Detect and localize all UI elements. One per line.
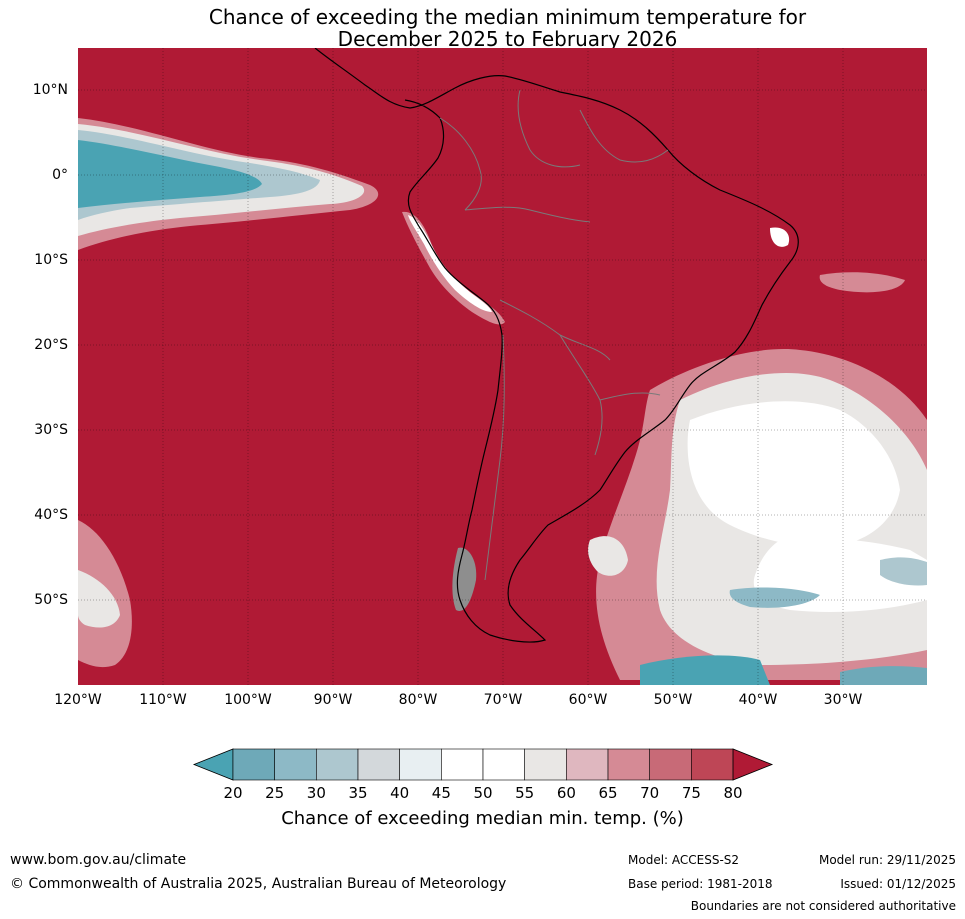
colorbar-arrow-high — [732, 748, 774, 781]
model-run: Model run: 29/11/2025 — [818, 853, 956, 867]
lon-label: 100°W — [224, 692, 272, 708]
lon-label: 60°W — [568, 692, 608, 708]
chart-title-line1: Chance of exceeding the median minimum t… — [208, 5, 807, 29]
copyright-text: © Commonwealth of Australia 2025, Austra… — [10, 876, 507, 892]
lat-label: 10°S — [34, 252, 68, 268]
lon-label: 40°W — [738, 692, 778, 708]
website-link[interactable]: www.bom.gov.au/climate — [10, 852, 187, 868]
colorbar-bin — [316, 748, 359, 781]
graticule — [78, 48, 927, 685]
chart-title-line2: December 2025 to February 2026 — [337, 27, 678, 51]
colorbar-tick-label: 70 — [640, 784, 660, 802]
east-atlantic-patch — [819, 272, 905, 293]
colorbar-bin — [441, 748, 484, 781]
colorbar-tick-label: 60 — [556, 784, 576, 802]
colorbar-tick-label: 30 — [306, 784, 326, 802]
colorbar — [192, 748, 774, 781]
colorbar-arrow-low — [192, 748, 234, 781]
colorbar-bin — [524, 748, 567, 781]
lon-label: 80°W — [398, 692, 438, 708]
colorbar-tick-label: 75 — [681, 784, 701, 802]
colorbar-tick-label: 55 — [515, 784, 535, 802]
lat-label: 40°S — [34, 507, 68, 523]
colorbar-tick-label: 25 — [265, 784, 285, 802]
colorbar-tick-label: 50 — [473, 784, 493, 802]
lat-label: 10°N — [32, 82, 68, 98]
country-borders — [439, 89, 669, 581]
lon-label: 70°W — [483, 692, 523, 708]
colorbar-tick-label: 65 — [598, 784, 618, 802]
coastline — [314, 48, 799, 643]
south-atlantic-anomaly — [588, 349, 927, 685]
colorbar-bin — [274, 748, 317, 781]
lon-label: 120°W — [54, 692, 102, 708]
ne-brazil-anomaly — [770, 227, 790, 247]
colorbar-tick-label: 40 — [390, 784, 410, 802]
colorbar-tick-label: 20 — [223, 784, 243, 802]
lat-label: 50°S — [34, 592, 68, 608]
lon-label: 90°W — [313, 692, 353, 708]
colorbar-label: Chance of exceeding median min. temp. (%… — [281, 808, 684, 829]
lon-label: 30°W — [823, 692, 863, 708]
colorbar-bin — [482, 748, 525, 781]
model-name: Model: ACCESS-S2 — [628, 853, 740, 867]
colorbar-tick-label: 45 — [431, 784, 451, 802]
lat-label: 0° — [52, 167, 68, 183]
colorbar-tick-label: 80 — [723, 784, 743, 802]
colorbar-tick-label: 35 — [348, 784, 368, 802]
colorbar-bin — [399, 748, 442, 781]
base-period: Base period: 1981-2018 — [628, 877, 773, 891]
colorbar-bin — [566, 748, 609, 781]
boundaries-disclaimer: Boundaries are not considered authoritat… — [690, 899, 956, 913]
lon-label: 110°W — [139, 692, 187, 708]
colorbar-bin — [691, 748, 734, 781]
colorbar-bin — [232, 748, 275, 781]
se-pacific-anomaly — [78, 520, 132, 668]
colorbar-bin — [607, 748, 651, 781]
colorbar-bin — [649, 748, 692, 781]
lat-label: 20°S — [34, 337, 68, 353]
lat-label: 30°S — [34, 422, 68, 438]
lon-label: 50°W — [653, 692, 693, 708]
colorbar-bin — [357, 748, 400, 781]
issued-date: Issued: 01/12/2025 — [840, 877, 956, 891]
